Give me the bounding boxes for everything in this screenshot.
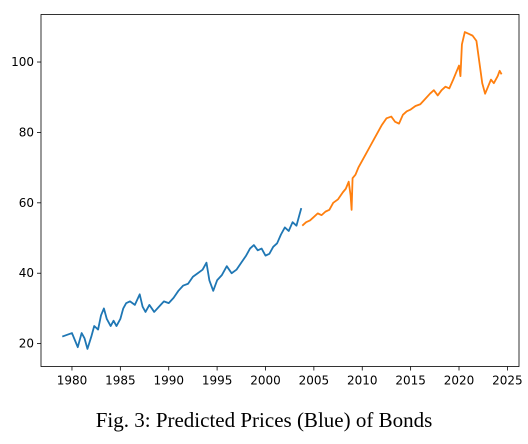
y-tick-label-80: 80: [19, 125, 34, 139]
series-line-1: [301, 31, 503, 227]
x-tick-label-2020: 2020: [444, 374, 475, 388]
x-tick-label-2010: 2010: [347, 374, 378, 388]
y-tick-label-100: 100: [11, 55, 34, 69]
figure-caption: Fig. 3: Predicted Prices (Blue) of Bonds: [95, 408, 433, 432]
x-tick-label-2005: 2005: [299, 374, 330, 388]
y-tick-label-20: 20: [19, 337, 34, 351]
y-tick-label-40: 40: [19, 266, 34, 280]
x-tick-label-1985: 1985: [105, 374, 136, 388]
series-line-0: [61, 207, 303, 350]
x-tick-label-1990: 1990: [153, 374, 184, 388]
y-axis: 20 40 60 80 100: [11, 55, 41, 351]
x-tick-label-2025: 2025: [492, 374, 523, 388]
chart: 1980 1985 1990 1995 2000 2005 2010 2015 2020 2025…: [11, 14, 523, 388]
plot-frame: [40, 14, 520, 367]
x-axis: 1980 1985 1990 1995 2000 2005 2010 2015 2020 2025: [57, 366, 523, 388]
x-tick-label-1995: 1995: [202, 374, 233, 388]
x-tick-label-1980: 1980: [57, 374, 88, 388]
series-layer: [61, 31, 503, 350]
y-tick-label-60: 60: [19, 196, 34, 210]
x-tick-label-2015: 2015: [395, 374, 426, 388]
x-tick-label-2000: 2000: [250, 374, 281, 388]
